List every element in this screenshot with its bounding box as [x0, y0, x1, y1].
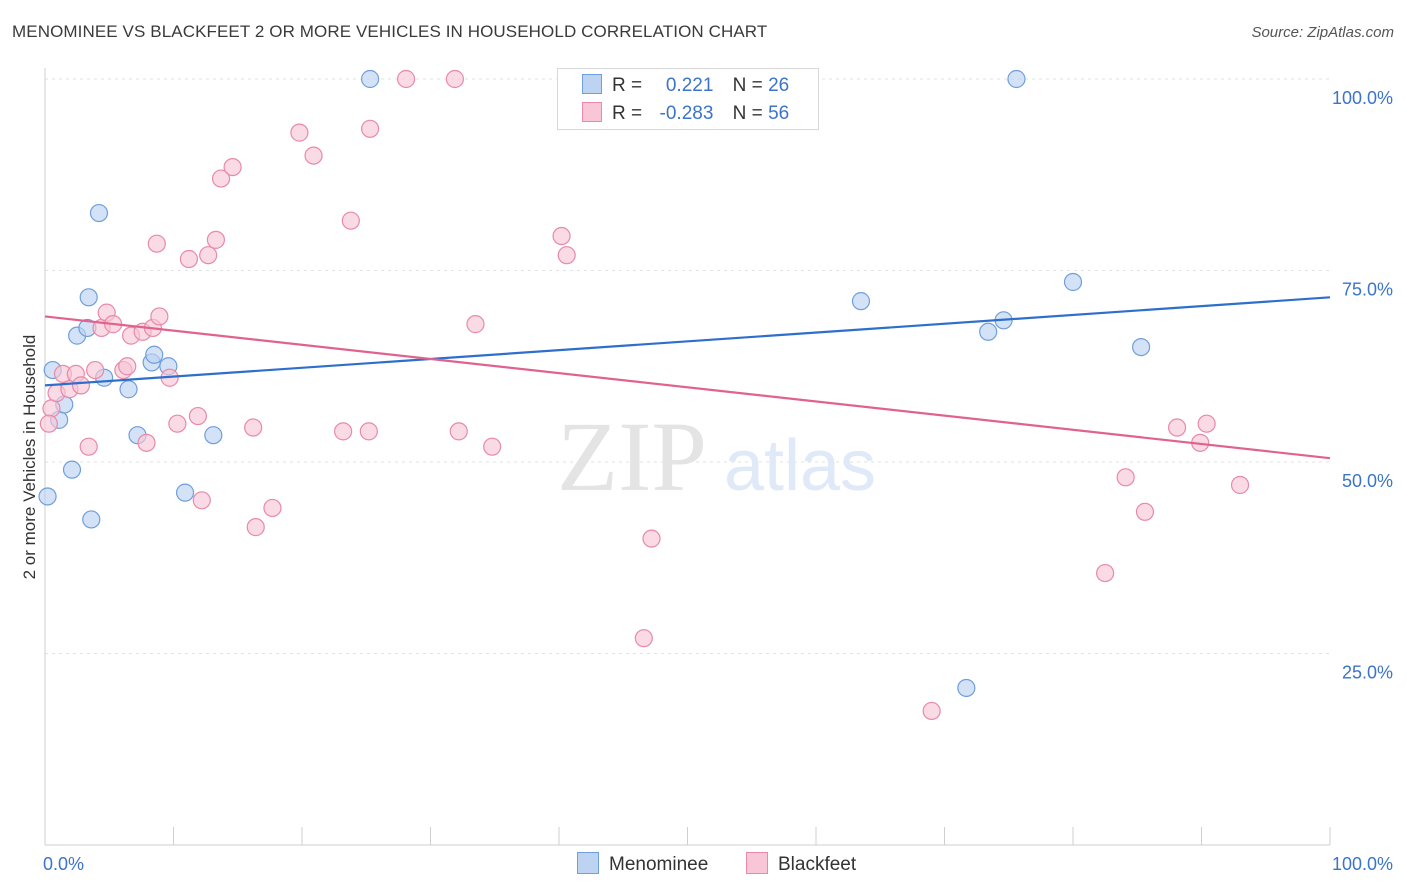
blackfeet-point: [137, 433, 156, 452]
blackfeet-point: [304, 146, 323, 165]
blackfeet-point: [179, 249, 199, 269]
menominee-point: [89, 203, 109, 223]
blackfeet-n-value: 56: [768, 103, 790, 124]
blackfeet-point: [150, 307, 169, 326]
blackfeet-point: [634, 629, 653, 648]
tick-labels: 25.0% 50.0% 75.0% 100.0% 0.0% 100.0%: [43, 88, 1393, 874]
x-tick-label-min: 0.0%: [43, 854, 84, 874]
x-tick-label-max: 100.0%: [1332, 854, 1393, 874]
menominee-point: [1132, 338, 1151, 357]
y-tick-label: 100.0%: [1332, 88, 1393, 108]
correlation-legend: R = 0.221 N = 26 R = -0.283 N = 56: [557, 68, 819, 130]
blackfeet-point: [199, 246, 218, 265]
blackfeet-legend-swatch: [746, 852, 768, 874]
blackfeet-point: [290, 123, 309, 142]
blackfeet-r-value: -0.283: [659, 103, 714, 124]
chart-title: MENOMINEE VS BLACKFEET 2 OR MORE VEHICLE…: [12, 22, 768, 41]
watermark-zip: ZIP: [557, 401, 707, 512]
menominee-legend-swatch: [577, 852, 599, 874]
blackfeet-point: [223, 157, 242, 177]
axes: [44, 68, 1331, 846]
menominee-point: [175, 483, 195, 502]
blackfeet-point: [211, 169, 231, 188]
legend-row-blackfeet: R = -0.283 N = 56: [582, 102, 789, 126]
menominee-point: [204, 426, 223, 445]
y-tick-label: 50.0%: [1342, 471, 1393, 491]
menominee-r-value: 0.221: [665, 75, 714, 96]
menominee-point: [361, 69, 380, 89]
trend-lines: [44, 296, 1331, 460]
menominee-point: [145, 345, 164, 364]
data-points: [38, 69, 1250, 721]
y-tick-label: 25.0%: [1342, 663, 1393, 683]
blackfeet-point: [1197, 414, 1216, 433]
blackfeet-point: [449, 422, 468, 441]
menominee-point: [62, 460, 82, 479]
blackfeet-point: [246, 518, 265, 537]
menominee-legend-label: Menominee: [609, 854, 709, 875]
y-axis-label: 2 or more Vehicles in Household: [20, 335, 39, 580]
blackfeet-point: [192, 491, 211, 510]
n-label: N =: [732, 75, 763, 96]
legend-row-menominee: R = 0.221 N = 26: [582, 74, 789, 98]
menominee-point: [38, 487, 57, 506]
blackfeet-swatch: [582, 102, 602, 122]
blackfeet-point: [557, 246, 576, 265]
blackfeet-point: [42, 399, 61, 418]
watermark: ZIP atlas: [557, 401, 876, 512]
blackfeet-point: [147, 234, 166, 253]
menominee-point: [119, 380, 138, 399]
blackfeet-point: [1116, 468, 1135, 487]
blackfeet-point: [359, 422, 378, 441]
y-tick-label: 75.0%: [1342, 280, 1393, 300]
blackfeet-trend-line: [44, 315, 1331, 460]
blackfeet-point: [244, 418, 263, 437]
menominee-point: [1063, 272, 1083, 292]
menominee-point: [979, 322, 998, 341]
blackfeet-point: [1096, 563, 1115, 583]
menominee-swatch: [582, 74, 602, 94]
blackfeet-point: [341, 211, 360, 230]
menominee-n-value: 26: [768, 75, 790, 96]
blackfeet-point: [334, 422, 353, 441]
menominee-point: [82, 510, 101, 529]
blackfeet-point: [361, 119, 380, 138]
series-legend-blackfeet: Blackfeet: [746, 852, 856, 876]
blackfeet-point: [39, 414, 58, 433]
watermark-atlas: atlas: [724, 426, 876, 506]
blackfeet-point: [86, 360, 105, 380]
series-legend-menominee: Menominee: [577, 852, 708, 876]
menominee-point: [851, 292, 871, 311]
blackfeet-point: [396, 69, 416, 89]
source-label: Source: ZipAtlas.com: [1251, 24, 1394, 41]
n-label: N =: [732, 103, 763, 124]
blackfeet-point: [188, 406, 208, 426]
blackfeet-point: [263, 498, 282, 518]
menominee-point: [79, 288, 98, 307]
blackfeet-point: [1135, 502, 1155, 521]
blackfeet-point: [1230, 475, 1250, 495]
blackfeet-point: [552, 226, 571, 246]
blackfeet-point: [642, 529, 661, 548]
blackfeet-point: [118, 357, 137, 376]
blackfeet-point: [79, 437, 98, 456]
menominee-point: [1007, 69, 1026, 89]
menominee-point: [957, 678, 976, 698]
blackfeet-point: [483, 437, 502, 456]
blackfeet-point: [445, 69, 465, 89]
r-label: R =: [612, 103, 643, 124]
blackfeet-point: [466, 315, 485, 334]
r-label: R =: [612, 75, 643, 96]
blackfeet-point: [1167, 418, 1187, 437]
menominee-trend-line: [44, 296, 1331, 387]
blackfeet-point: [206, 230, 226, 249]
blackfeet-point: [922, 701, 941, 721]
blackfeet-point: [168, 414, 187, 433]
blackfeet-legend-label: Blackfeet: [778, 854, 857, 875]
blackfeet-point: [71, 376, 91, 395]
